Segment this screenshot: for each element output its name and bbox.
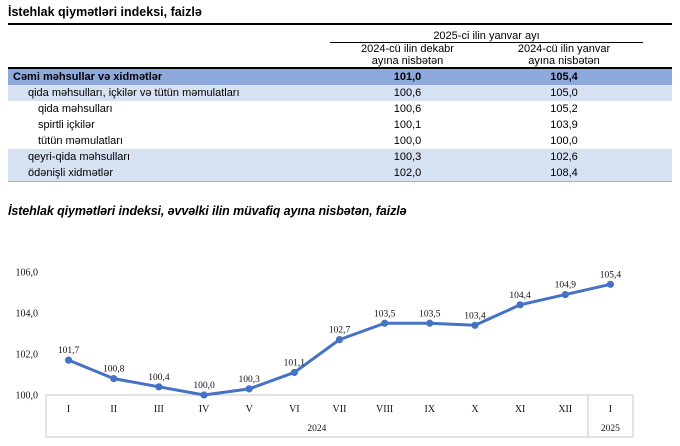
x-tick-label: I	[67, 404, 70, 415]
data-point	[516, 301, 524, 309]
row-pad	[643, 85, 673, 101]
row-pad	[643, 101, 672, 117]
x-tick-label: III	[154, 404, 164, 415]
data-point-label: 101,1	[284, 358, 306, 368]
column-header-vs-december: 2024-cü ilin dekabr ayına nisbətən	[361, 43, 454, 67]
chart-title: İstehlak qiymətləri indeksi, əvvəlki ili…	[8, 204, 407, 218]
row-pad	[643, 117, 672, 133]
data-point-label: 105,4	[600, 270, 622, 280]
row-pad	[643, 67, 673, 85]
table-row: qeyri-qida məhsulları 100,3 102,6	[8, 149, 673, 165]
group-header-row: 2025-ci ilin yanvar ayı	[8, 27, 672, 43]
x-tick-label: II	[110, 404, 117, 415]
data-point-label: 104,9	[555, 281, 577, 291]
data-point	[64, 356, 73, 364]
data-point-label: 100,0	[193, 381, 215, 391]
row-label: qeyri-qida məhsulları	[8, 149, 330, 165]
header-spacer	[643, 43, 672, 69]
data-point	[381, 319, 389, 327]
data-point-label: 103,4	[464, 311, 486, 321]
table-row: Cəmi məhsullar və xidmətlər 101,0 105,4	[8, 67, 673, 85]
data-point-label: 100,8	[103, 365, 125, 375]
data-point	[245, 385, 253, 393]
column-header-vs-january: 2024-cü ilin yanvar ayına nisbətən	[517, 43, 611, 67]
data-point-label: 100,3	[239, 375, 261, 385]
row-value-vs-december: 100,6	[330, 85, 485, 101]
row-pad	[643, 133, 672, 149]
x-axis-box	[45, 394, 634, 438]
table-row: qida məhsulları 100,6 105,2	[8, 101, 672, 117]
row-value-vs-december: 100,1	[393, 119, 422, 131]
data-point-label: 104,4	[509, 291, 531, 301]
price-index-table: 2025-ci ilin yanvar ayı 2024-cü ilin dek…	[8, 27, 673, 182]
data-point	[110, 375, 118, 383]
data-point-label: 103,5	[419, 309, 441, 319]
row-value-vs-january: 103,9	[550, 119, 578, 131]
table-row: ödənişli xidmətlər 102,0 108,4	[8, 165, 673, 182]
column-header-row: 2024-cü ilin dekabr ayına nisbətən 2024-c…	[8, 43, 672, 69]
row-pad	[643, 149, 673, 165]
row-pad	[643, 165, 673, 182]
header-spacer	[8, 43, 330, 69]
data-point-label: 100,4	[148, 373, 170, 383]
row-label: ödənişli xidmətlər	[8, 165, 330, 182]
x-tick-label: XI	[515, 404, 526, 415]
x-tick-label: X	[471, 404, 479, 415]
y-tick-label: 100,0	[16, 391, 39, 402]
x-tick-label: IV	[199, 404, 210, 415]
data-point	[290, 368, 298, 377]
data-point-label: 102,7	[329, 326, 351, 336]
year-label: 2024	[307, 424, 326, 434]
x-tick-label: XII	[558, 404, 572, 415]
row-value-vs-december: 100,6	[393, 103, 422, 115]
table-row: tütün məmulatları 100,0 100,0	[8, 133, 672, 149]
row-value-vs-january: 108,4	[485, 165, 644, 182]
data-point	[155, 383, 163, 391]
row-label: qida məhsulları, içkilər və tütün məmula…	[8, 85, 330, 101]
table-row: qida məhsulları, içkilər və tütün məmula…	[8, 85, 673, 101]
x-tick-label: I	[609, 404, 612, 415]
data-point	[606, 280, 615, 288]
header-spacer	[8, 27, 330, 43]
table-body: Cəmi məhsullar və xidmətlər 101,0 105,4 …	[8, 67, 673, 182]
data-point-label: 101,7	[58, 346, 80, 356]
row-value-vs-january: 105,2	[550, 103, 578, 115]
x-tick-label: VII	[333, 404, 347, 415]
row-label: qida məhsulları	[38, 103, 113, 115]
row-label: spirtli içkilər	[38, 119, 95, 131]
x-tick-label: IX	[425, 404, 436, 415]
y-tick-label: 102,0	[16, 350, 39, 361]
table-header: 2025-ci ilin yanvar ayı 2024-cü ilin dek…	[8, 27, 672, 68]
row-label: tütün məmulatları	[38, 135, 123, 147]
y-tick-label: 104,0	[16, 309, 39, 320]
row-value-vs-january: 105,4	[485, 67, 644, 85]
row-label: Cəmi məhsullar və xidmətlər	[8, 67, 330, 85]
data-point	[471, 321, 479, 329]
row-value-vs-december: 101,0	[330, 67, 485, 85]
y-tick-label: 106,0	[16, 268, 39, 279]
header-spacer	[643, 27, 672, 43]
data-point	[200, 391, 208, 399]
group-header: 2025-ci ilin yanvar ayı	[330, 27, 644, 43]
data-point	[335, 336, 344, 344]
data-point	[561, 290, 569, 299]
row-value-vs-december: 102,0	[330, 165, 485, 182]
year-label: 2025	[601, 424, 620, 434]
x-tick-label: V	[246, 404, 254, 415]
row-value-vs-january: 102,6	[485, 149, 644, 165]
row-value-vs-january: 100,0	[550, 135, 578, 147]
x-tick-label: VI	[289, 404, 300, 415]
row-value-vs-december: 100,0	[393, 135, 422, 147]
row-value-vs-january: 105,0	[485, 85, 644, 101]
x-tick-label: VIII	[376, 404, 393, 415]
table-row: spirtli içkilər 100,1 103,9	[8, 117, 672, 133]
data-point	[426, 319, 434, 327]
data-point-label: 103,5	[374, 309, 396, 319]
row-value-vs-december: 100,3	[330, 149, 485, 165]
table-title: İstehlak qiymətləri indeksi, faizlə	[8, 5, 672, 25]
